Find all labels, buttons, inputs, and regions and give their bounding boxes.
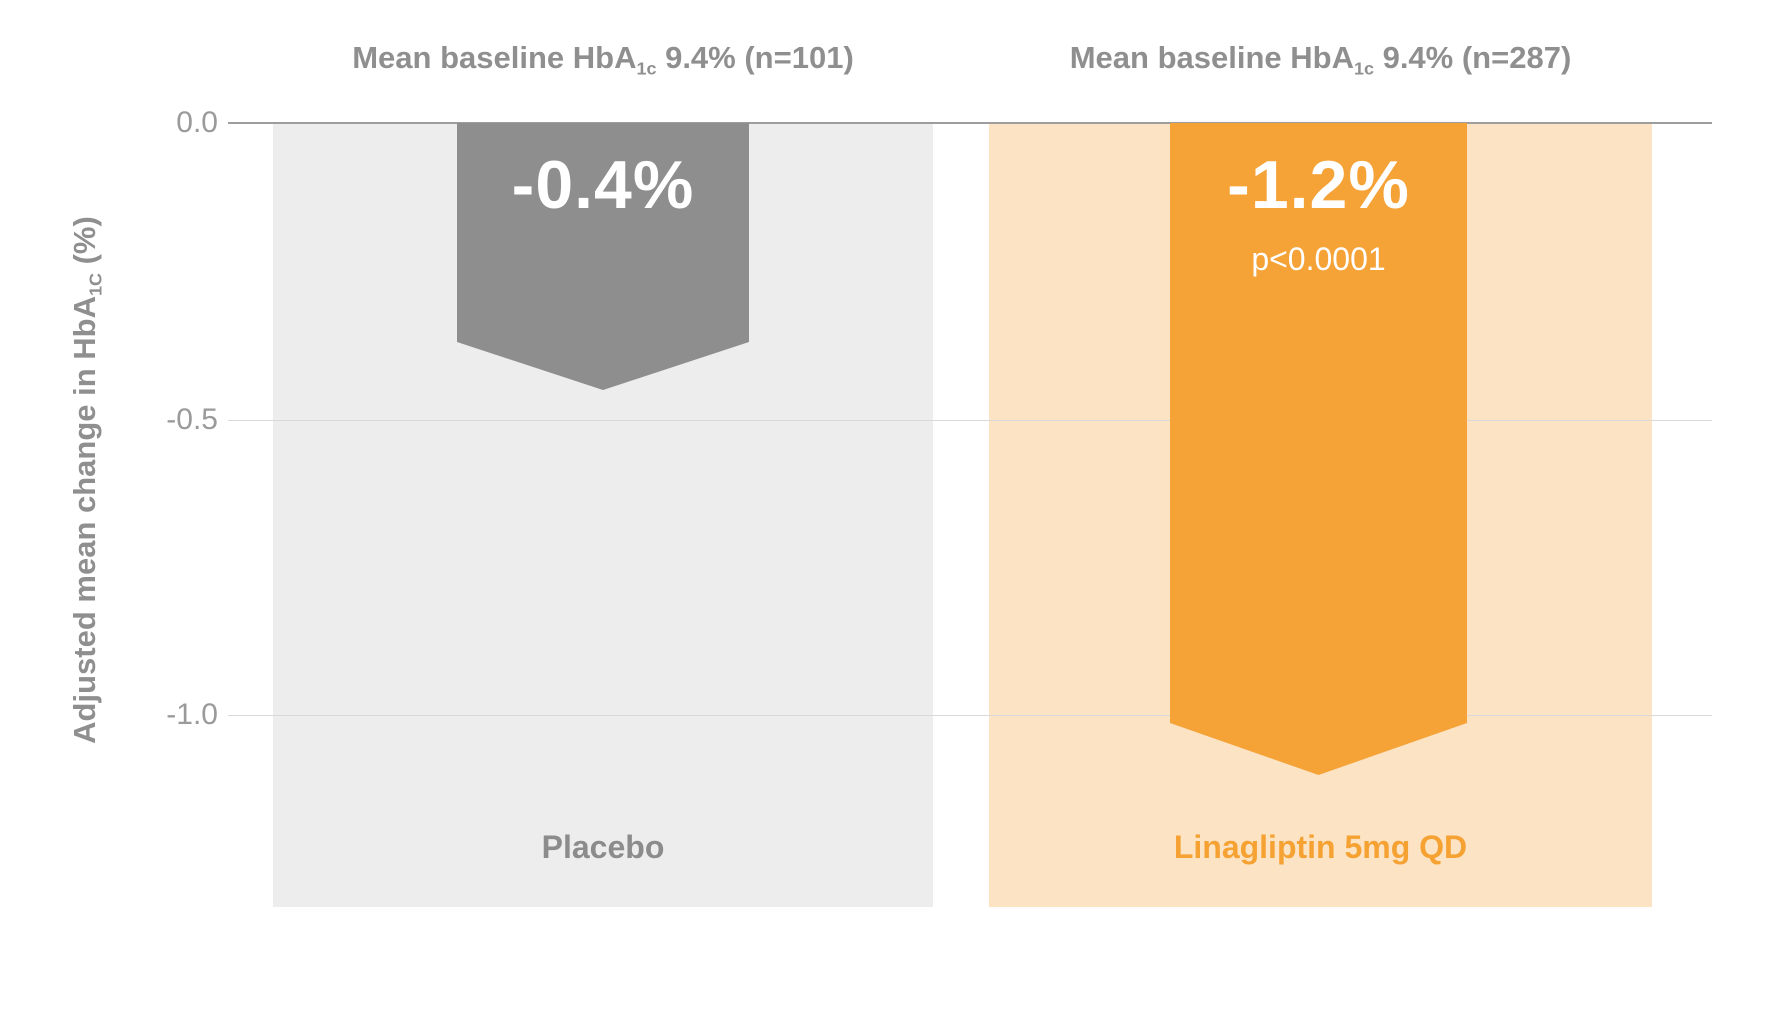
header-text: Mean baseline HbA (1069, 40, 1354, 75)
category-label-placebo: Placebo (541, 829, 665, 865)
hba1c-subscript: 1C (85, 273, 106, 296)
group-header-linagliptin: Mean baseline HbA1c 9.4% (n=287) (989, 36, 1652, 80)
hba1c-subscript: 1c (636, 58, 657, 79)
gridline-neg10 (228, 715, 1712, 716)
p-value-label: p<0.0001 (1251, 241, 1386, 277)
y-tick-0: 0.0 (176, 106, 218, 139)
category-label-linagliptin: Linagliptin 5mg QD (1173, 829, 1468, 865)
linagliptin-bar: -1.2% p<0.0001 (1170, 123, 1467, 775)
y-axis-title: Adjusted mean change in HbA1C (%) (67, 216, 106, 744)
y-tick-neg10: -1.0 (166, 698, 218, 731)
header-text: Mean baseline HbA (352, 40, 637, 75)
header-text: 9.4% (n=287) (1373, 40, 1572, 75)
y-axis-text: (%) (67, 216, 102, 273)
linagliptin-value-label: -1.2% (1227, 147, 1410, 223)
placebo-bar: -0.4% (457, 123, 749, 390)
header-text: 9.4% (n=101) (656, 40, 854, 75)
hba1c-subscript: 1c (1353, 58, 1374, 79)
placebo-value-label: -0.4% (511, 147, 695, 223)
y-tick-neg05: -0.5 (166, 403, 218, 436)
y-axis-text: Adjusted mean change in HbA (67, 295, 102, 744)
gridline-0 (228, 122, 1712, 124)
gridline-neg05 (228, 420, 1712, 421)
group-header-placebo: Mean baseline HbA1c 9.4% (n=101) (273, 36, 933, 80)
